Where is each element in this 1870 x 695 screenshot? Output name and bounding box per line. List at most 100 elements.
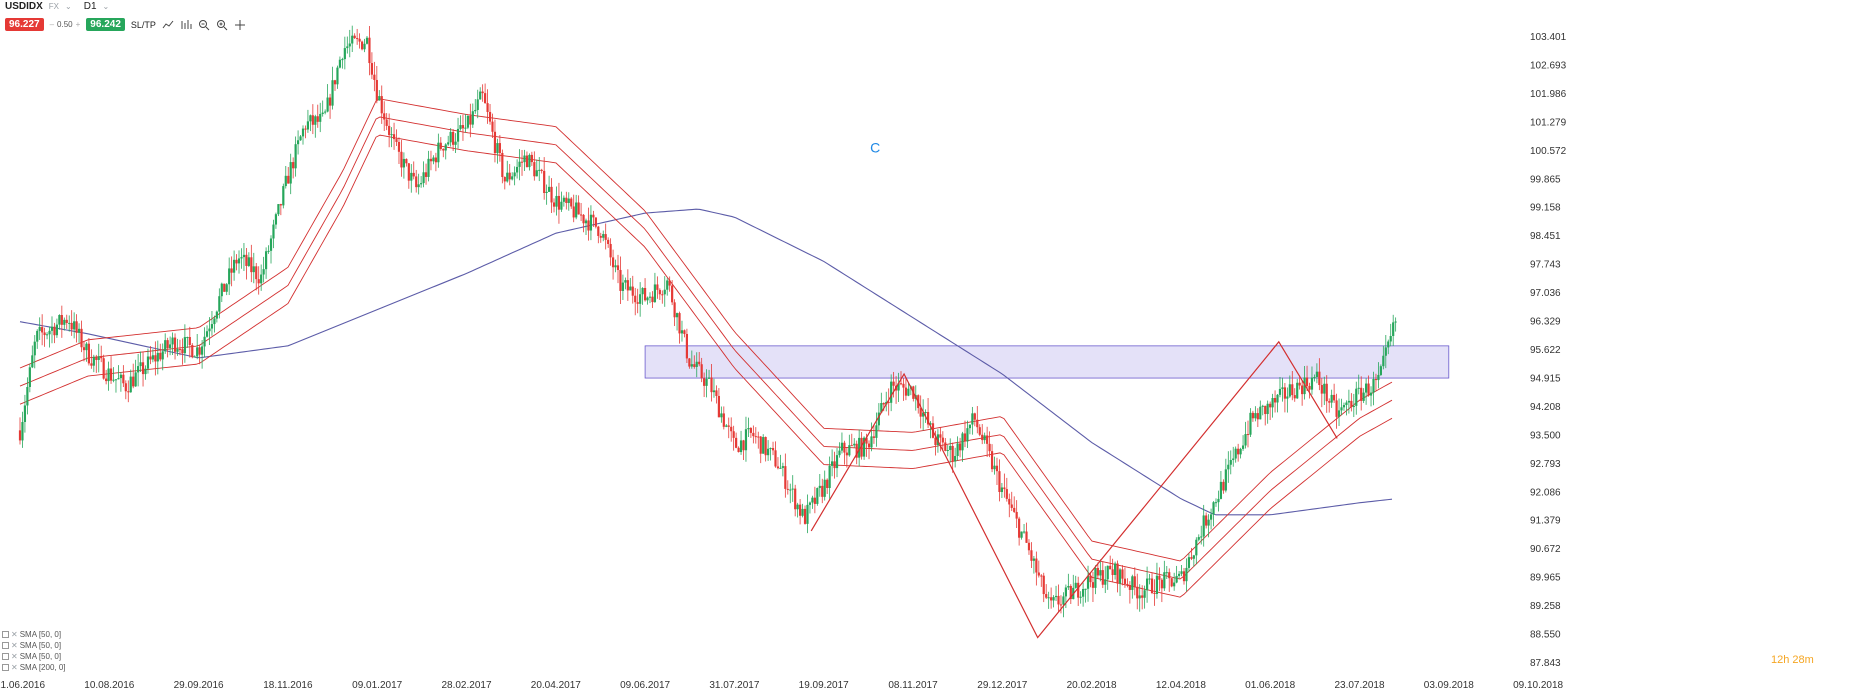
candle[interactable]	[117, 365, 120, 380]
candle[interactable]	[956, 436, 959, 461]
candle[interactable]	[693, 355, 696, 369]
candle[interactable]	[63, 317, 66, 331]
candle[interactable]	[698, 352, 701, 367]
candle[interactable]	[1212, 501, 1215, 527]
candle[interactable]	[240, 248, 243, 269]
candle[interactable]	[1298, 375, 1301, 390]
candle[interactable]	[722, 406, 725, 430]
candle[interactable]	[284, 165, 287, 189]
candle[interactable]	[260, 264, 263, 291]
candle[interactable]	[124, 380, 127, 400]
candle[interactable]	[1126, 578, 1129, 588]
candle[interactable]	[744, 416, 748, 462]
candle[interactable]	[41, 314, 44, 346]
candle[interactable]	[688, 357, 691, 369]
buy-button[interactable]: 96.242	[86, 18, 125, 31]
candle[interactable]	[803, 505, 807, 525]
candle[interactable]	[1271, 393, 1274, 418]
candle[interactable]	[496, 138, 499, 164]
candle[interactable]	[53, 322, 56, 344]
candle[interactable]	[149, 346, 152, 365]
candle[interactable]	[28, 363, 31, 393]
candle[interactable]	[1155, 562, 1159, 599]
candle[interactable]	[843, 440, 846, 465]
candle[interactable]	[407, 162, 410, 189]
candle[interactable]	[210, 311, 214, 336]
sma200-line[interactable]	[19, 208, 1393, 516]
candle[interactable]	[577, 195, 580, 215]
candle[interactable]	[1382, 345, 1385, 370]
candle[interactable]	[511, 172, 514, 181]
indicator-toggle-icon[interactable]	[2, 631, 9, 638]
candle[interactable]	[245, 247, 248, 280]
candle[interactable]	[107, 361, 110, 391]
candle[interactable]	[1013, 496, 1016, 513]
symbol-dropdown-icon[interactable]: ⌄	[65, 2, 72, 11]
candle[interactable]	[885, 391, 888, 412]
candle[interactable]	[951, 442, 954, 473]
candle[interactable]	[498, 135, 501, 162]
candle[interactable]	[454, 133, 457, 153]
candle[interactable]	[82, 341, 86, 362]
candle[interactable]	[631, 275, 634, 304]
candle[interactable]	[518, 149, 521, 181]
candle[interactable]	[299, 134, 302, 141]
candle[interactable]	[533, 151, 536, 181]
candle[interactable]	[602, 230, 605, 242]
candle[interactable]	[319, 102, 322, 133]
candle[interactable]	[1138, 584, 1141, 612]
candle[interactable]	[1352, 393, 1355, 418]
candle[interactable]	[242, 242, 246, 272]
volume-value[interactable]: 0.50	[57, 20, 73, 29]
candle[interactable]	[370, 52, 374, 80]
candle[interactable]	[1099, 559, 1102, 582]
candle[interactable]	[415, 169, 418, 193]
candle[interactable]	[562, 195, 565, 207]
candle[interactable]	[1224, 458, 1227, 493]
candle[interactable]	[850, 433, 853, 447]
candle[interactable]	[422, 161, 425, 188]
candle[interactable]	[853, 438, 856, 448]
candle[interactable]	[990, 444, 994, 473]
candle[interactable]	[1111, 558, 1114, 582]
candle[interactable]	[1045, 584, 1048, 600]
candle[interactable]	[417, 173, 420, 195]
candle[interactable]	[257, 266, 260, 295]
candle[interactable]	[267, 245, 270, 254]
candle[interactable]	[1367, 375, 1370, 397]
candle[interactable]	[565, 191, 568, 210]
candle[interactable]	[845, 447, 848, 468]
candle[interactable]	[38, 317, 41, 340]
candle[interactable]	[1276, 393, 1279, 413]
candle[interactable]	[776, 457, 780, 470]
candle[interactable]	[341, 57, 344, 69]
candle[interactable]	[154, 341, 157, 376]
candle[interactable]	[326, 84, 329, 113]
candle[interactable]	[1086, 565, 1090, 602]
candle[interactable]	[1342, 402, 1346, 411]
candle[interactable]	[624, 277, 627, 290]
candle[interactable]	[1222, 479, 1225, 494]
candle[interactable]	[1362, 388, 1365, 404]
candle[interactable]	[1175, 565, 1178, 584]
candle[interactable]	[139, 351, 142, 372]
candle[interactable]	[931, 416, 935, 439]
candle[interactable]	[92, 354, 95, 373]
candle[interactable]	[1379, 364, 1382, 377]
candle[interactable]	[732, 425, 735, 451]
indicator-remove-icon[interactable]: ✕	[11, 663, 18, 672]
candle[interactable]	[818, 473, 821, 497]
candle[interactable]	[1074, 575, 1077, 589]
candle[interactable]	[545, 184, 548, 205]
candle[interactable]	[786, 480, 789, 495]
candle[interactable]	[1089, 572, 1092, 588]
candle[interactable]	[705, 369, 708, 398]
candle[interactable]	[666, 278, 669, 296]
candle[interactable]	[1246, 420, 1250, 448]
candle[interactable]	[1254, 406, 1257, 422]
candle[interactable]	[287, 167, 290, 184]
candle[interactable]	[60, 305, 63, 338]
candle[interactable]	[105, 369, 108, 385]
candle[interactable]	[813, 486, 816, 514]
